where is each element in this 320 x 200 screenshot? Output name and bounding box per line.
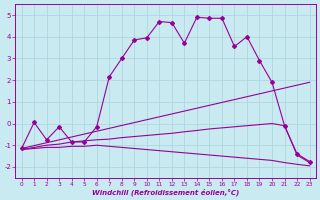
X-axis label: Windchill (Refroidissement éolien,°C): Windchill (Refroidissement éolien,°C) — [92, 188, 239, 196]
